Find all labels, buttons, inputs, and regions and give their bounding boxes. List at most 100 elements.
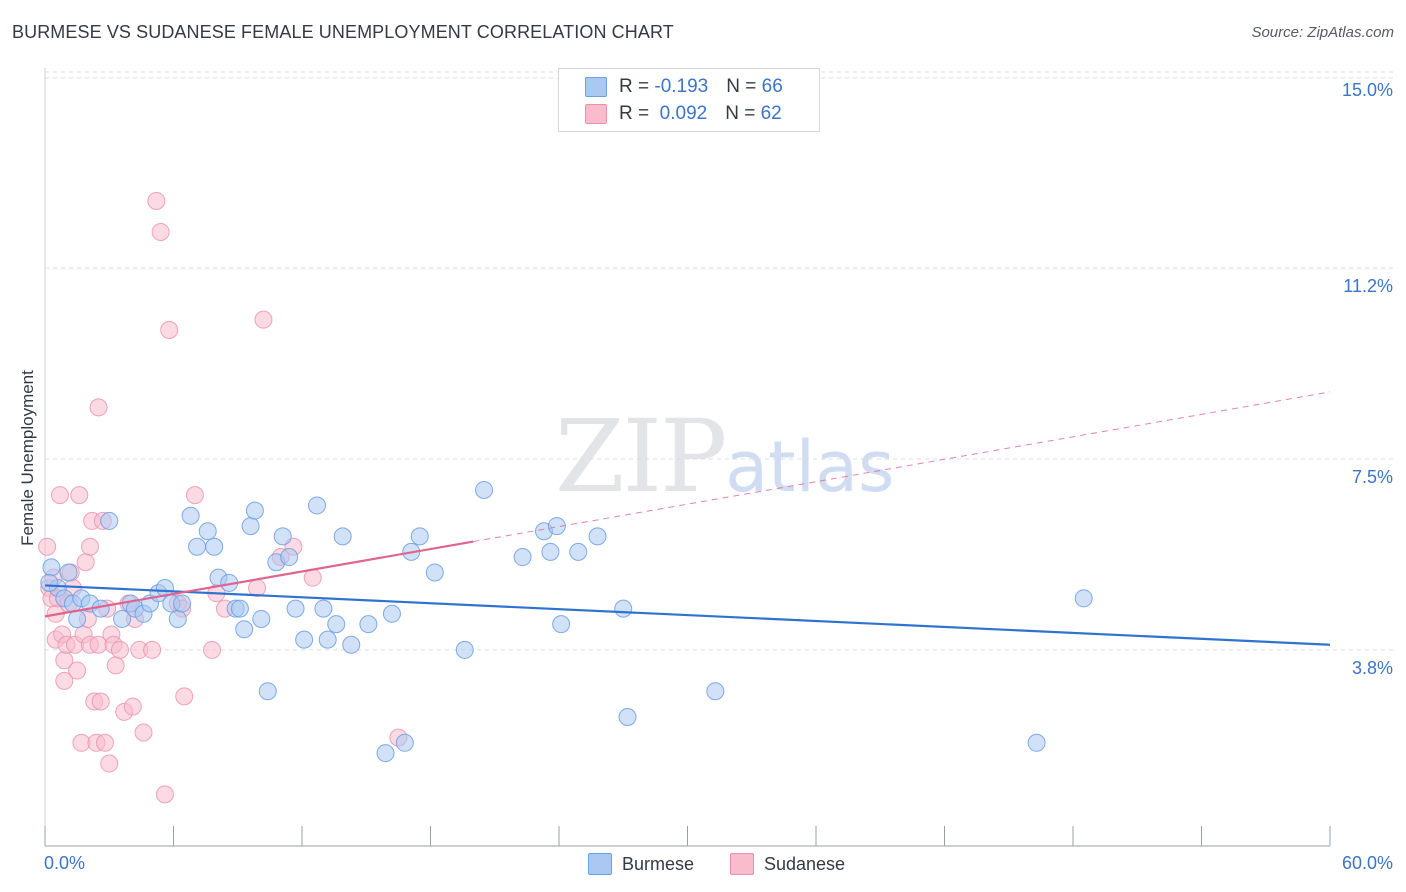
burmese-r-label: R = (619, 76, 655, 97)
burmese-point (42, 558, 61, 577)
burmese-legend-label: Burmese (622, 853, 695, 874)
sudanese-point (95, 733, 114, 752)
burmese-point (359, 615, 378, 634)
sudanese-point (38, 537, 57, 556)
burmese-point (552, 615, 571, 634)
sudanese-point (123, 697, 142, 716)
sudanese-point (160, 321, 179, 339)
burmese-point (307, 496, 326, 515)
burmese-point (513, 548, 532, 567)
sudanese-point (185, 486, 204, 505)
sudanese-point (50, 486, 69, 505)
burmese-point (569, 542, 588, 561)
burmese-point (541, 542, 560, 561)
burmese-point (198, 522, 217, 541)
burmese-point (273, 527, 292, 546)
watermark-atlas: atlas (725, 426, 895, 508)
burmese-legend-swatch (588, 853, 612, 875)
burmese-r-value: -0.193 (654, 76, 709, 97)
burmese-point (59, 563, 78, 582)
sudanese-point (70, 486, 89, 505)
sudanese-point (134, 723, 153, 742)
sudanese-point (89, 398, 108, 417)
sudanese-point (110, 640, 129, 659)
burmese-point (173, 594, 192, 613)
burmese-point (181, 506, 200, 525)
grid (45, 71, 1395, 651)
sudanese-r-value: 0.092 (654, 103, 708, 124)
burmese-point (327, 615, 346, 634)
burmese-point (295, 630, 314, 649)
sudanese-n-value: 62 (760, 103, 782, 124)
sudanese-point (155, 785, 174, 804)
tick-labels: 3.8% 7.5% 11.2% 15.0% 0.0% 60.0% Female Unempl… (18, 80, 1393, 873)
burmese-point (68, 609, 87, 628)
chart-title: BURMESE VS SUDANESE FEMALE UNEMPLOYMENT … (12, 22, 674, 42)
legend-row-burmese: R = -0.193 N = 66 (585, 75, 783, 99)
y-tick-label: 11.2% (1343, 276, 1393, 296)
burmese-point (455, 640, 474, 659)
sudanese-point (72, 733, 91, 752)
burmese-point (252, 609, 271, 628)
burmese-point (395, 733, 414, 752)
sudanese-point (80, 537, 99, 556)
burmese-trend-line (44, 584, 1331, 646)
burmese-point (706, 682, 725, 701)
burmese-point (342, 635, 361, 654)
y-tick-label: 15.0% (1342, 80, 1393, 100)
burmese-point (333, 527, 352, 546)
burmese-point (314, 599, 333, 618)
burmese-point (205, 537, 224, 556)
sudanese-point (76, 553, 95, 572)
burmese-n-value: 66 (761, 76, 783, 97)
watermark-zip: ZIP (555, 398, 727, 515)
burmese-point (280, 548, 299, 567)
burmese-point (614, 599, 633, 618)
sudanese-points (38, 192, 408, 804)
y-axis-title: Female Unemployment (18, 370, 37, 546)
sudanese-swatch (585, 104, 607, 124)
sudanese-point (68, 661, 87, 680)
sudanese-point (55, 671, 74, 690)
burmese-point (382, 604, 401, 623)
sudanese-point (147, 192, 166, 210)
sudanese-point (106, 656, 125, 675)
burmese-point (410, 527, 429, 546)
burmese-points (40, 480, 1093, 763)
y-tick-label: 7.5% (1352, 467, 1393, 487)
burmese-point (475, 480, 494, 499)
legend-row-sudanese: R = 0.092 N = 62 (585, 102, 782, 126)
sudanese-n-label: N = (725, 103, 761, 124)
burmese-point (588, 527, 607, 546)
trend-lines (44, 391, 1331, 646)
burmese-point (1027, 733, 1046, 752)
sudanese-legend-swatch (730, 853, 754, 875)
x-tick-label: 60.0% (1342, 853, 1393, 873)
burmese-point (547, 517, 566, 536)
burmese-swatch (585, 77, 607, 97)
sudanese-point (91, 692, 110, 711)
burmese-point (241, 517, 260, 536)
y-tick-label: 3.8% (1352, 658, 1393, 678)
burmese-point (618, 708, 637, 726)
bottom-legend-burmese: Burmese (588, 852, 694, 876)
bottom-legend-sudanese: Sudanese (730, 852, 845, 876)
burmese-point (425, 563, 444, 582)
correlation-legend: R = -0.193 N = 66 R = 0.092 N = 62 (558, 68, 820, 132)
sudanese-trend-extension (473, 391, 1331, 543)
burmese-point (40, 573, 59, 592)
burmese-point (100, 511, 119, 530)
sudanese-point (100, 754, 119, 773)
source-label: Source: ZipAtlas.com (1251, 24, 1394, 41)
burmese-point (376, 744, 395, 763)
sudanese-r-label: R = (619, 103, 655, 124)
x-tick-label: 0.0% (44, 853, 85, 873)
burmese-point (258, 682, 277, 701)
burmese-point (286, 599, 305, 618)
sudanese-legend-label: Sudanese (764, 853, 846, 874)
sudanese-point (151, 222, 170, 241)
burmese-point (318, 630, 337, 649)
burmese-point (235, 620, 254, 639)
sudanese-point (143, 640, 162, 659)
